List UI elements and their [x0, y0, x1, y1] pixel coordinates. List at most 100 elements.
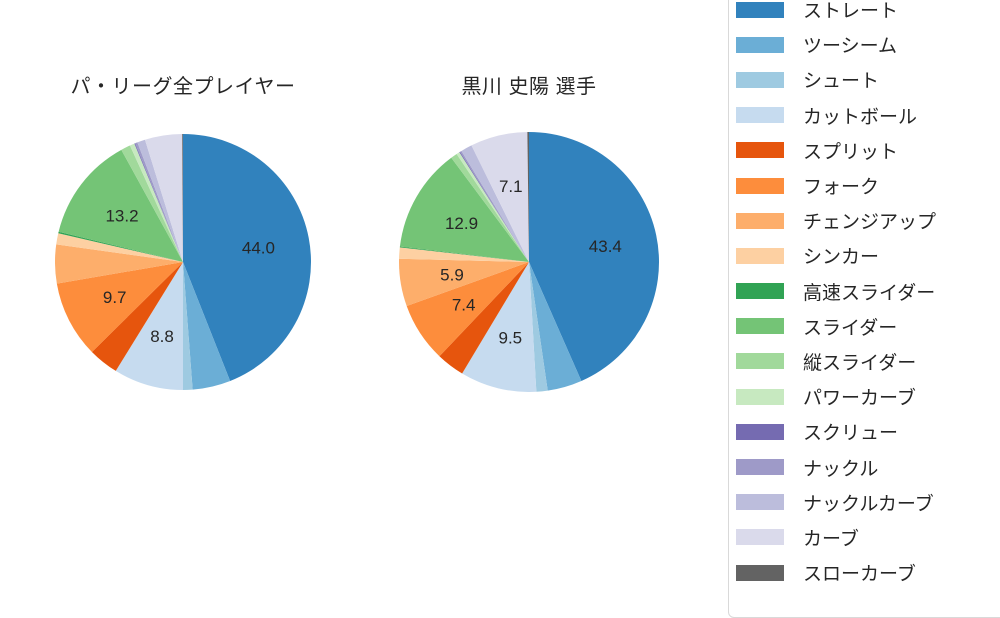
pie-slice-ナックル: [460, 150, 529, 262]
pie-slice-フォーク: [406, 262, 529, 357]
pie-chart-player: 43.4 9.5 7.4 5.9 12.9 7.1: [399, 132, 659, 392]
legend-swatch: [736, 529, 784, 546]
legend-swatch: [736, 564, 784, 581]
legend-label: シュート: [803, 71, 880, 93]
legend-label: ナックルカーブ: [803, 493, 934, 515]
legend-item: フォーク: [736, 168, 936, 203]
pie-slice-スクリュー: [459, 151, 529, 262]
legend-item: シュート: [736, 62, 936, 97]
legend-swatch: [736, 459, 784, 476]
legend-swatch: [736, 318, 784, 335]
legend-label: パワーカーブ: [803, 388, 916, 410]
legend-item: スライダー: [736, 309, 936, 344]
legend-item: スプリット: [736, 133, 936, 168]
pie-slice-シンカー: [399, 247, 529, 262]
pie-slice-ナックル: [135, 142, 183, 262]
pie-slice-label: 9.7: [103, 288, 127, 307]
legend-label: カーブ: [803, 528, 859, 550]
pie-slice-スライダー: [399, 157, 529, 262]
legend-swatch: [736, 283, 784, 300]
chart-title-league-average: パ・リーグ全プレイヤー: [70, 76, 296, 98]
pie-slice-スプリット: [91, 262, 183, 371]
pie-slice-チェンジアップ: [399, 258, 529, 307]
legend-label: シンカー: [803, 247, 880, 269]
legend-label: スプリット: [803, 141, 899, 163]
legend-label: ナックル: [803, 458, 879, 480]
legend-swatch: [736, 142, 784, 159]
chart-title-player: 黒川 史陽 選手: [461, 76, 597, 98]
legend-item: チェンジアップ: [736, 203, 936, 238]
pie-slice-シュート: [529, 262, 548, 392]
legend-label: チェンジアップ: [803, 212, 937, 234]
pie-slice-label: 12.9: [445, 214, 478, 233]
legend-swatch: [736, 36, 784, 53]
pie-slice-高速スライダー: [58, 231, 183, 262]
pie-slice-label: 7.1: [499, 177, 523, 196]
pie-slice-label: 8.8: [150, 327, 174, 346]
pie-slice-カーブ: [144, 134, 183, 262]
legend-swatch: [736, 494, 784, 511]
legend-item: カットボール: [736, 98, 936, 133]
legend-box: [728, 0, 1000, 618]
legend-swatch: [736, 1, 784, 18]
pie-slice-スライダー: [58, 149, 184, 262]
legend-item: カーブ: [736, 520, 936, 555]
pie-slice-label: 5.9: [440, 265, 464, 284]
legend-swatch: [736, 247, 784, 264]
pie-slice-縦スライダー: [451, 154, 529, 262]
legend-label: 縦スライダー: [803, 352, 917, 374]
pie-slice-label: 9.5: [498, 329, 522, 348]
pie-slice-パワーカーブ: [456, 152, 529, 262]
pie-slice-パワーカーブ: [129, 143, 183, 262]
pitch-mix-comparison: パ・リーグ全プレイヤー 黒川 史陽 選手 44.0 8.8 9.7 13.2 43.4…: [55, 0, 1000, 618]
pie-slice-シンカー: [56, 233, 184, 262]
pie-slice-ストレート: [183, 134, 311, 382]
pie-slice-スクリュー: [134, 143, 183, 262]
legend-label: カットボール: [803, 106, 918, 128]
legend-swatch: [736, 71, 784, 88]
legend-item: スクリュー: [736, 414, 936, 449]
pie-slice-スプリット: [439, 262, 529, 374]
legend-item: 高速スライダー: [736, 274, 936, 309]
legend-swatch: [736, 423, 784, 440]
legend-item: ナックル: [736, 449, 936, 484]
pie-slice-ストレート: [529, 132, 659, 381]
legend-swatch: [736, 388, 784, 405]
legend-item: ストレート: [736, 0, 936, 27]
pie-slice-スローカーブ: [527, 132, 529, 262]
legend-item: シンカー: [736, 238, 936, 273]
legend-label: スローカーブ: [803, 564, 916, 586]
legend-label: ツーシーム: [803, 36, 898, 58]
pie-slice-ツーシーム: [183, 262, 231, 390]
pie-slice-高速スライダー: [399, 246, 529, 262]
pie-slice-label: 13.2: [105, 206, 138, 225]
legend-item: スローカーブ: [736, 555, 936, 590]
pie-slice-label: 44.0: [242, 239, 275, 258]
legend-item: ナックルカーブ: [736, 485, 936, 520]
pie-slice-カットボール: [462, 262, 537, 392]
pie-slice-ナックルカーブ: [461, 145, 529, 262]
legend-label: スライダー: [803, 317, 898, 339]
pie-slice-スローカーブ: [182, 134, 183, 262]
pie-slice-ナックルカーブ: [137, 139, 183, 262]
pie-slice-label: 7.4: [452, 296, 476, 315]
legend-label: 高速スライダー: [803, 282, 936, 304]
pie-slice-フォーク: [56, 262, 183, 352]
legend-swatch: [736, 107, 784, 124]
pie-slice-縦スライダー: [121, 145, 183, 262]
legend-label: フォーク: [803, 177, 880, 199]
pie-slice-ツーシーム: [529, 262, 582, 391]
legend-item: 縦スライダー: [736, 344, 936, 379]
pie-slice-label: 43.4: [589, 237, 622, 256]
legend-item: ツーシーム: [736, 27, 936, 62]
legend-item: パワーカーブ: [736, 379, 936, 414]
legend-label: スクリュー: [803, 423, 899, 445]
pie-slice-シュート: [183, 262, 193, 390]
legend-swatch: [736, 212, 784, 229]
legend: ストレートツーシームシュートカットボール スプリットフォークチェンジアップ シンカー…: [736, 0, 936, 590]
legend-label: ストレート: [803, 1, 899, 23]
pie-slice-チェンジアップ: [55, 244, 183, 284]
pie-chart-league-average: 44.0 8.8 9.7 13.2: [55, 134, 311, 390]
pie-slice-カットボール: [115, 262, 183, 390]
legend-swatch: [736, 353, 784, 370]
